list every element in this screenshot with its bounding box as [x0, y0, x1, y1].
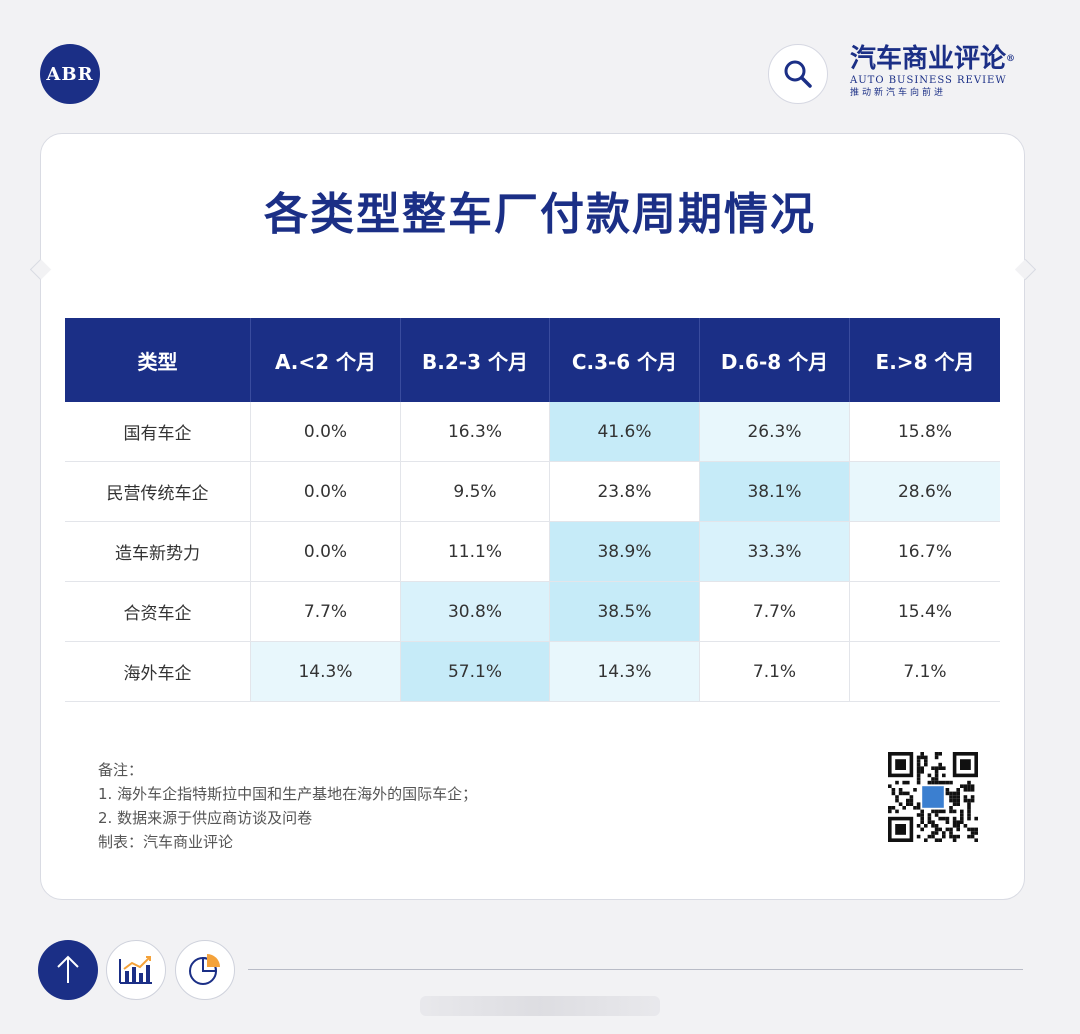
row-label: 国有车企 [65, 402, 251, 462]
bar-chart-icon[interactable] [106, 940, 166, 1000]
row-label: 海外车企 [65, 642, 251, 702]
table-cell: 14.3% [550, 642, 700, 702]
scroll-up-button[interactable] [38, 940, 98, 1000]
table-cell: 15.4% [850, 582, 1000, 642]
watermark-blur [420, 996, 660, 1016]
column-header: A.<2 个月 [251, 318, 401, 402]
note-item: 2. 数据来源于供应商访谈及问卷 [98, 809, 313, 827]
table-row: 合资车企 7.7% 30.8% 38.5% 7.7% 15.4% [65, 582, 1000, 642]
abr-logo: ABR [40, 44, 100, 104]
table-cell: 7.1% [850, 642, 1000, 702]
table-cell: 16.3% [401, 402, 550, 462]
table-cell: 11.1% [401, 522, 550, 582]
note-item: 1. 海外车企指特斯拉中国和生产基地在海外的国际车企； [98, 785, 478, 803]
table-cell: 0.0% [251, 402, 401, 462]
notes-heading: 备注： [98, 761, 144, 779]
table-cell: 0.0% [251, 522, 401, 582]
table-cell: 14.3% [251, 642, 401, 702]
table-cell: 9.5% [401, 462, 550, 522]
table-cell: 57.1% [401, 642, 550, 702]
table-row: 海外车企 14.3% 57.1% 14.3% 7.1% 7.1% [65, 642, 1000, 702]
search-icon[interactable] [768, 44, 828, 104]
table-cell: 38.1% [700, 462, 850, 522]
table-row: 国有车企 0.0% 16.3% 41.6% 26.3% 15.8% [65, 402, 1000, 462]
column-header: C.3-6 个月 [550, 318, 700, 402]
column-header: 类型 [65, 318, 251, 402]
table-cell: 7.7% [251, 582, 401, 642]
payment-cycle-table: 类型 A.<2 个月 B.2-3 个月 C.3-6 个月 D.6-8 个月 E.>8 个月… [65, 318, 1000, 702]
notes-credit: 制表：汽车商业评论 [98, 833, 234, 851]
table-cell: 23.8% [550, 462, 700, 522]
column-header: E.>8 个月 [850, 318, 1000, 402]
column-header: D.6-8 个月 [700, 318, 850, 402]
table-body: 国有车企 0.0% 16.3% 41.6% 26.3% 15.8% 民营传统车企 0.0% 9.… [65, 402, 1000, 702]
table-cell: 7.1% [700, 642, 850, 702]
qr-code [888, 752, 978, 842]
table-cell: 7.7% [700, 582, 850, 642]
row-label: 合资车企 [65, 582, 251, 642]
brand-name-en: AUTO BUSINESS REVIEW [850, 75, 1007, 86]
divider-line [248, 969, 1023, 970]
table-cell: 15.8% [850, 402, 1000, 462]
table-cell: 38.5% [550, 582, 700, 642]
table-cell: 38.9% [550, 522, 700, 582]
page-title: 各类型整车厂付款周期情况 [264, 189, 816, 240]
column-header: B.2-3 个月 [401, 318, 550, 402]
table-cell: 28.6% [850, 462, 1000, 522]
brand-slogan: 推动新汽车向前进 [850, 88, 947, 98]
table-cell: 16.7% [850, 522, 1000, 582]
pie-chart-icon[interactable] [175, 940, 235, 1000]
notes: 备注： 1. 海外车企指特斯拉中国和生产基地在海外的国际车企； 2. 数据来源于… [98, 758, 477, 854]
table-row: 造车新势力 0.0% 11.1% 38.9% 33.3% 16.7% [65, 522, 1000, 582]
table-cell: 33.3% [700, 522, 850, 582]
table-header-row: 类型 A.<2 个月 B.2-3 个月 C.3-6 个月 D.6-8 个月 E.>8 个月 [65, 318, 1000, 402]
table-row: 民营传统车企 0.0% 9.5% 23.8% 38.1% 28.6% [65, 462, 1000, 522]
table-cell: 30.8% [401, 582, 550, 642]
row-label: 造车新势力 [65, 522, 251, 582]
brand-logo: 汽车商业评论® AUTO BUSINESS REVIEW 推动新汽车向前进 [850, 44, 1030, 99]
row-label: 民营传统车企 [65, 462, 251, 522]
registered-mark: ® [1006, 54, 1016, 64]
brand-name-cn: 汽车商业评论 [850, 44, 1007, 74]
table-cell: 41.6% [550, 402, 700, 462]
table-cell: 26.3% [700, 402, 850, 462]
table-cell: 0.0% [251, 462, 401, 522]
arrow-up-icon [57, 955, 79, 983]
